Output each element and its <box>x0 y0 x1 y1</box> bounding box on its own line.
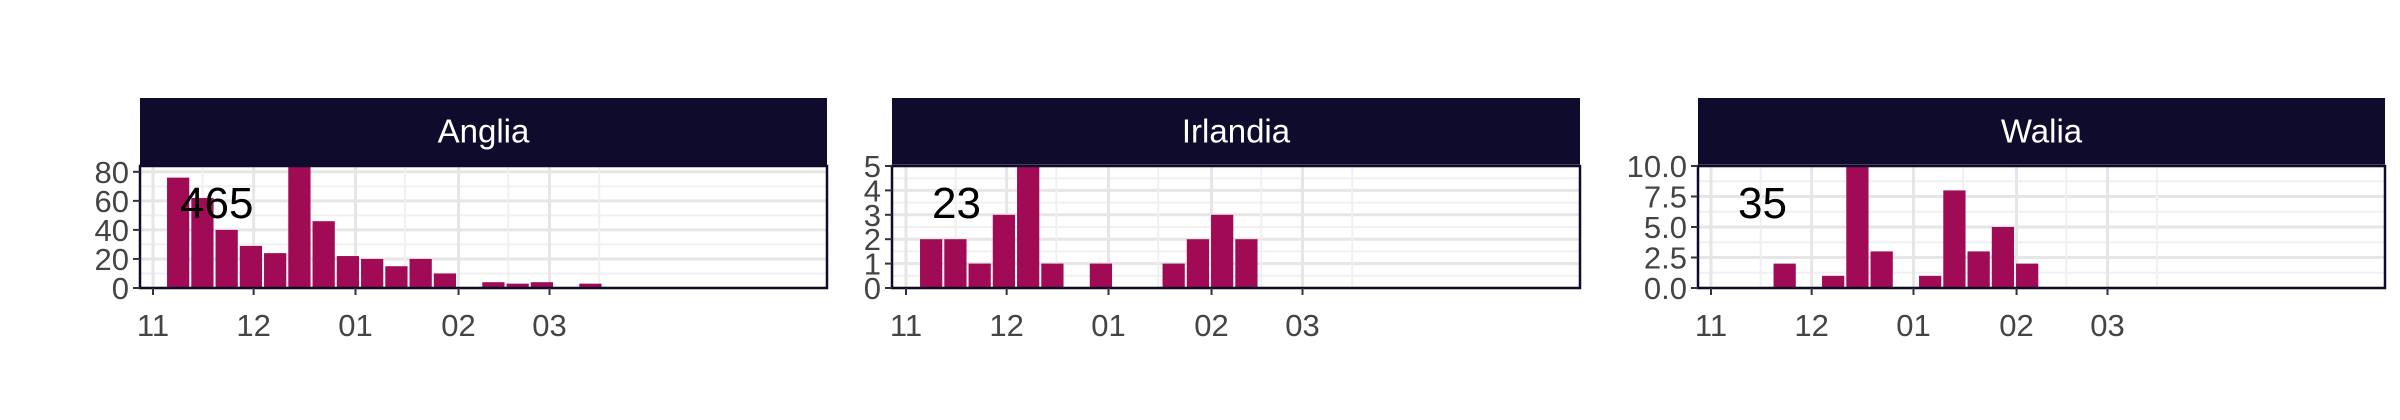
y-tick-label: 0.0 <box>1644 271 1687 306</box>
bar <box>1211 214 1234 288</box>
bar <box>336 256 360 288</box>
x-tick-label: 12 <box>1794 308 1828 343</box>
bar <box>1162 263 1185 288</box>
bar <box>191 197 214 288</box>
y-tick-label: 40 <box>95 213 129 248</box>
y-tick-label: 5.0 <box>1644 210 1687 245</box>
bar <box>1773 263 1796 288</box>
bar <box>1822 275 1845 288</box>
bar <box>167 177 190 288</box>
bar <box>2016 263 2039 288</box>
bar <box>992 214 1016 288</box>
bar <box>920 239 943 288</box>
y-tick-label: 0 <box>112 271 129 306</box>
panel-border <box>138 164 829 290</box>
y-tick-label: 3 <box>864 198 881 233</box>
bar <box>1235 239 1258 288</box>
facet-strip-label: Anglia <box>438 113 530 150</box>
y-tick-label: 2 <box>864 222 881 257</box>
panel-border <box>890 164 1582 290</box>
bar <box>1846 166 1869 288</box>
y-tick-label: 0 <box>864 271 881 306</box>
facet-strip-label: Irlandia <box>1182 113 1291 150</box>
y-tick-label: 80 <box>95 155 129 190</box>
x-tick-label: 11 <box>137 308 169 343</box>
x-tick-label: 12 <box>989 308 1023 343</box>
x-tick-label: 11 <box>890 308 922 343</box>
bar <box>944 239 967 288</box>
facet-strip <box>892 98 1580 165</box>
bar <box>579 283 602 288</box>
y-tick-label: 20 <box>95 242 129 277</box>
x-tick-label: 02 <box>441 308 475 343</box>
panel-total-label: 23 <box>932 179 981 228</box>
x-tick-label: 03 <box>532 308 566 343</box>
x-tick-label: 02 <box>1999 308 2033 343</box>
bar <box>482 282 505 288</box>
bar <box>968 263 991 288</box>
y-tick-label: 5 <box>864 149 881 184</box>
facet-strip <box>140 98 827 165</box>
bar <box>239 245 263 288</box>
bar <box>264 253 287 288</box>
x-tick-label: 03 <box>2090 308 2124 343</box>
x-tick-label: 02 <box>1194 308 1228 343</box>
facet-strip <box>1698 98 2385 165</box>
bar <box>409 258 432 288</box>
bar <box>1186 239 1210 288</box>
panel-total-label: 35 <box>1738 179 1787 228</box>
bar <box>361 258 384 288</box>
bar <box>433 273 457 288</box>
y-tick-label: 10.0 <box>1627 149 1687 184</box>
x-tick-label: 11 <box>1695 308 1727 343</box>
y-tick-label: 2.5 <box>1644 241 1687 276</box>
panel-total-label: 465 <box>180 179 253 228</box>
y-tick-label: 60 <box>95 184 129 219</box>
bar <box>1017 166 1040 288</box>
y-tick-label: 1 <box>864 247 881 282</box>
x-tick-label: 03 <box>1285 308 1319 343</box>
bar <box>288 166 311 288</box>
x-tick-label: 12 <box>236 308 270 343</box>
bar <box>1041 263 1064 288</box>
y-tick-label: 4 <box>864 173 881 208</box>
facet-panel-walia: Walia 35 0.02.55.07.510.0 11 12 01 02 03 <box>1627 98 2387 343</box>
bar <box>1967 251 1990 288</box>
bar <box>385 266 408 288</box>
bar <box>1919 275 1942 288</box>
bar <box>312 221 335 288</box>
x-tick-label: 01 <box>338 308 372 343</box>
bar <box>1991 227 2015 288</box>
bar <box>1089 263 1113 288</box>
x-tick-label: 01 <box>1091 308 1125 343</box>
bar <box>1870 251 1893 288</box>
bar <box>506 283 529 288</box>
facet-strip-label: Walia <box>2001 113 2083 150</box>
bar <box>215 229 238 288</box>
x-tick-label: 01 <box>1896 308 1930 343</box>
bar <box>1943 190 1966 288</box>
bar <box>530 282 554 288</box>
y-tick-label: 7.5 <box>1644 180 1687 215</box>
